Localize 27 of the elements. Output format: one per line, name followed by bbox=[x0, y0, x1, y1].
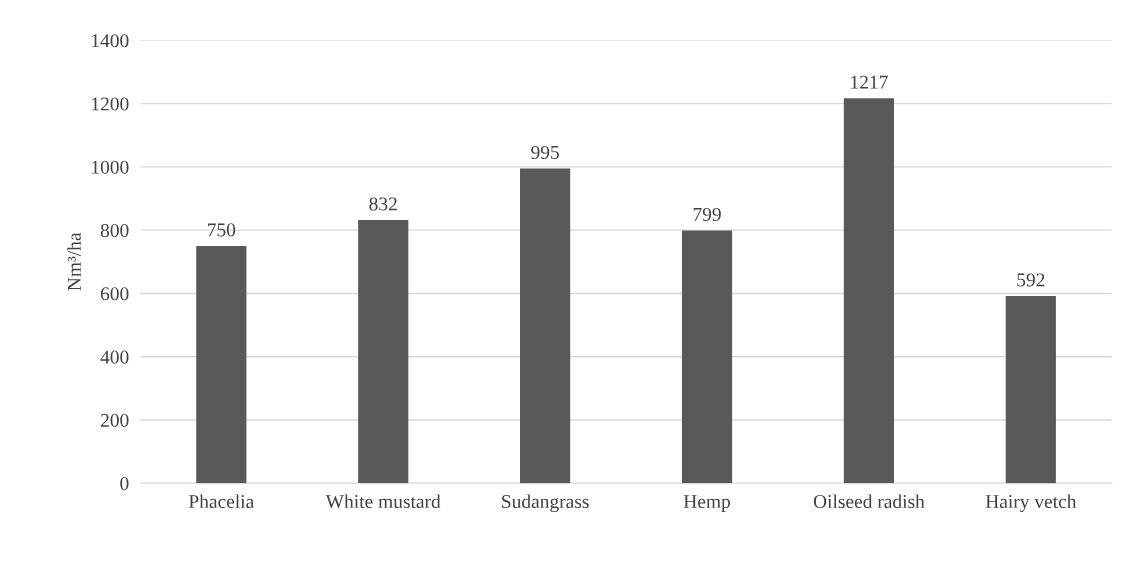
x-tick-label: Hairy vetch bbox=[985, 494, 1077, 513]
y-tick-label: 400 bbox=[100, 350, 129, 364]
data-label: 995 bbox=[531, 145, 559, 159]
y-tick-label: 1000 bbox=[92, 160, 129, 174]
bar bbox=[520, 168, 571, 484]
bar bbox=[843, 98, 895, 484]
x-tick-label: Hemp bbox=[683, 495, 731, 513]
x-tick-label: Sudangrass bbox=[502, 494, 589, 513]
data-label: 592 bbox=[1017, 273, 1045, 287]
data-label: 832 bbox=[369, 197, 397, 211]
y-axis-title: Nm³/ha bbox=[67, 232, 81, 291]
bar bbox=[681, 230, 733, 484]
y-tick-label: 600 bbox=[100, 287, 129, 301]
y-tick-label: 800 bbox=[100, 223, 129, 238]
x-tick-label: Phacelia bbox=[188, 494, 254, 509]
data-label: 799 bbox=[693, 207, 721, 221]
y-tick-label: 0 bbox=[120, 477, 129, 491]
data-label: 750 bbox=[208, 223, 236, 237]
x-tick-label: Oilseed radish bbox=[813, 494, 925, 509]
bar bbox=[196, 245, 247, 484]
bar bbox=[1005, 295, 1056, 484]
y-tick-label: 1400 bbox=[92, 34, 129, 48]
bar bbox=[358, 220, 409, 484]
x-tick-label: White mustard bbox=[325, 494, 441, 509]
data-label: 1217 bbox=[851, 75, 888, 89]
y-tick-label: 1200 bbox=[92, 97, 129, 111]
y-tick-label: 200 bbox=[100, 413, 129, 427]
